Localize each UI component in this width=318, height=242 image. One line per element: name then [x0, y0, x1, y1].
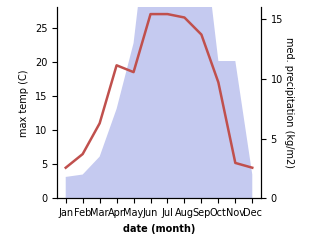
Y-axis label: max temp (C): max temp (C)	[19, 69, 30, 136]
Y-axis label: med. precipitation (kg/m2): med. precipitation (kg/m2)	[284, 37, 294, 168]
X-axis label: date (month): date (month)	[123, 224, 195, 234]
